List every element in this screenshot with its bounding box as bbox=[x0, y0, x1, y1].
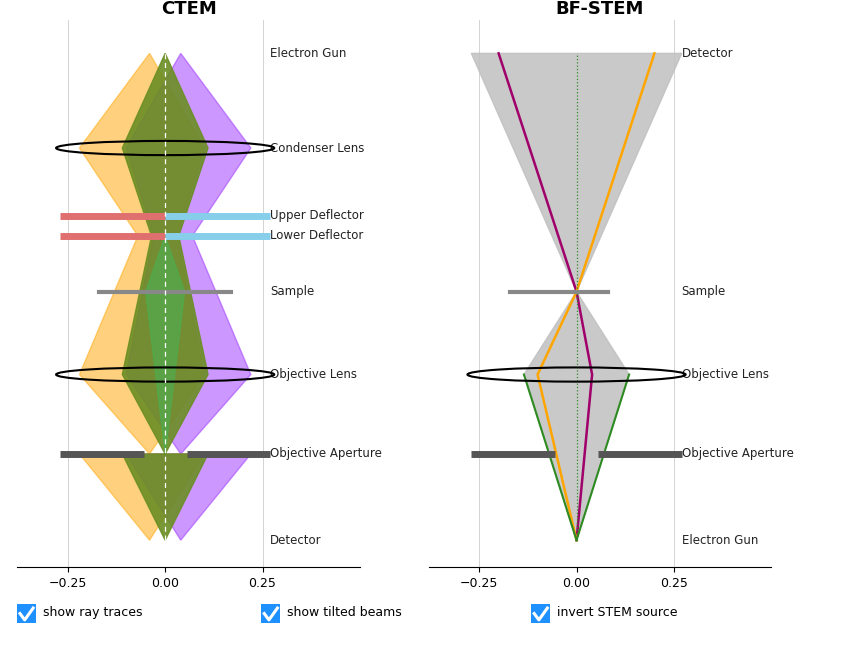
Text: Objective Lens: Objective Lens bbox=[681, 368, 769, 381]
Polygon shape bbox=[80, 53, 204, 454]
Text: Condenser Lens: Condenser Lens bbox=[270, 141, 365, 155]
Text: Objective Aperture: Objective Aperture bbox=[270, 447, 382, 460]
Text: Electron Gun: Electron Gun bbox=[681, 534, 758, 546]
Polygon shape bbox=[123, 454, 208, 541]
Text: Electron Gun: Electron Gun bbox=[270, 47, 347, 60]
Text: Detector: Detector bbox=[270, 534, 322, 546]
Title: CTEM: CTEM bbox=[160, 0, 217, 18]
Polygon shape bbox=[471, 53, 681, 291]
Polygon shape bbox=[524, 291, 629, 541]
Polygon shape bbox=[80, 454, 204, 541]
Text: Sample: Sample bbox=[681, 285, 726, 298]
Text: Sample: Sample bbox=[270, 285, 315, 298]
Text: Lower Deflector: Lower Deflector bbox=[270, 230, 363, 243]
Polygon shape bbox=[126, 454, 251, 541]
Text: invert STEM source: invert STEM source bbox=[557, 606, 678, 619]
Text: Objective Lens: Objective Lens bbox=[270, 368, 357, 381]
Polygon shape bbox=[123, 53, 208, 454]
Polygon shape bbox=[146, 236, 184, 454]
Text: show ray traces: show ray traces bbox=[43, 606, 142, 619]
Title: BF-STEM: BF-STEM bbox=[555, 0, 644, 18]
Text: Upper Deflector: Upper Deflector bbox=[270, 209, 364, 222]
Polygon shape bbox=[126, 53, 251, 454]
Text: show tilted beams: show tilted beams bbox=[287, 606, 402, 619]
Text: Objective Aperture: Objective Aperture bbox=[681, 447, 794, 460]
Text: Detector: Detector bbox=[681, 47, 734, 60]
